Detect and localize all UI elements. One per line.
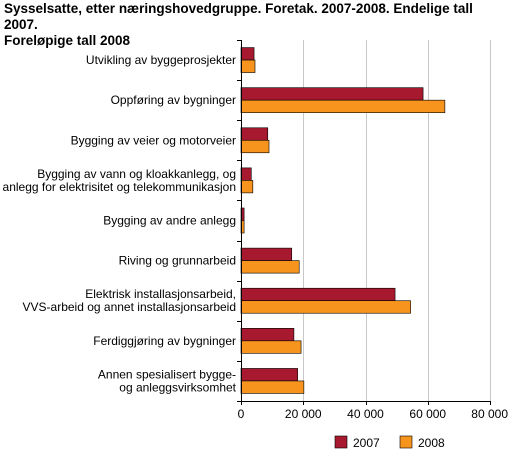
category-label: Bygging av andre anlegg (103, 214, 236, 228)
x-tick-label: 80 000 (471, 407, 508, 421)
legend: 2007 2008 (334, 435, 445, 450)
bar-2008-0 (240, 59, 256, 73)
legend-swatch-2007 (334, 435, 348, 449)
bar-2007-7 (240, 328, 295, 342)
bar-2007-8 (240, 368, 298, 382)
axes (237, 40, 491, 405)
x-tick-label: 0 (238, 407, 245, 421)
x-tick-labels: 0 20 000 40 000 60 000 80 000 (238, 407, 509, 421)
bar-2007-0 (240, 47, 255, 61)
bar-2007-6 (240, 287, 396, 302)
bar-2008-6 (240, 300, 411, 314)
category-label: Elektrisk installasjonsarbeid, VVS-arbeid… (23, 287, 236, 314)
bar-2008-5 (240, 260, 300, 274)
chart-title: Sysselsatte, etter næringshovedgruppe. F… (4, 1, 508, 49)
bar-2007-1 (240, 87, 424, 101)
x-tick-label: 20 000 (285, 407, 322, 421)
category-label: Riving og grunnarbeid (119, 254, 236, 268)
bar-2008-2 (240, 139, 270, 154)
category-label: Bygging av veier og motorveier (71, 133, 236, 147)
legend-label-2007: 2007 (353, 436, 380, 450)
bar-2007-3 (240, 167, 252, 181)
category-labels: Utvikling av byggeprosjekter Oppføring av… (3, 53, 237, 394)
chart-title-line-2: Foreløpige tall 2008 (4, 33, 131, 48)
category-label: Utvikling av byggeprosjekter (86, 53, 236, 67)
bars (240, 47, 446, 394)
bar-2008-8 (240, 380, 305, 394)
bar-2007-5 (240, 247, 293, 261)
category-label: Bygging av vann og kloakkanlegg, og anleg… (3, 167, 236, 194)
category-label: Oppføring av bygninger (111, 93, 236, 107)
legend-label-2008: 2008 (418, 436, 445, 450)
chart-title-line-1: Sysselsatte, etter næringshovedgruppe. F… (4, 1, 473, 32)
category-label: Ferdiggjøring av bygninger (93, 334, 236, 348)
bar-2007-2 (240, 127, 269, 141)
category-label: Annen spesialisert bygge-og anleggsvirks… (98, 367, 237, 394)
legend-swatch-2008 (399, 435, 413, 449)
bar-2008-1 (240, 99, 446, 113)
bar-2008-7 (240, 340, 302, 354)
bar-2008-3 (240, 180, 254, 194)
x-tick-label: 60 000 (409, 407, 446, 421)
x-tick-label: 40 000 (347, 407, 384, 421)
